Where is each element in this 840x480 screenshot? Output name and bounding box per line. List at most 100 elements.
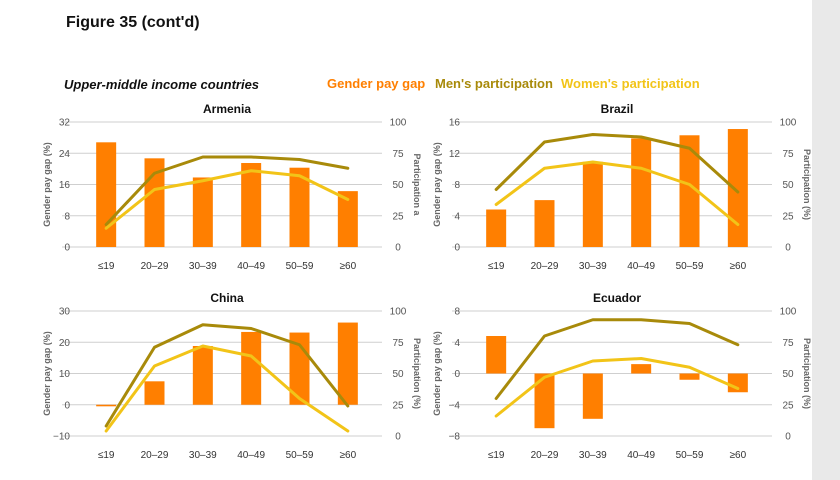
chart-china-men-line [104,323,350,428]
chart-brazil-bar-1 [534,200,555,247]
chart-brazil-category-label: 50–59 [676,261,704,272]
chart-china-bar-5 [337,322,358,405]
chart-brazil-title: Brazil [601,102,634,116]
chart-brazil-left-tick: 0 [454,243,460,254]
chart-china-left-tick: 0 [64,400,70,411]
chart-ecuador-category-label: ≤19 [488,450,505,461]
scroll-gutter [812,0,840,480]
chart-china-category-label: ≤19 [98,450,115,461]
chart-ecuador-left-tick: 4 [454,338,460,349]
chart-armenia-bar-2 [192,177,213,247]
chart-armenia-right-tick: 0 [395,243,401,254]
chart-brazil-right-tick: 25 [782,211,794,222]
chart-armenia-category-label: 20–29 [141,261,169,272]
chart-armenia-category-label: 40–49 [237,261,265,272]
chart-brazil-women-line [494,160,740,226]
chart-brazil-bar-3 [631,138,652,247]
chart-armenia-women-line [104,169,350,230]
legend-women-label: Women's participation [561,76,700,91]
legend-women: Women's participation [561,76,700,91]
chart-brazil-left-tick: 4 [454,211,460,222]
chart-china-right-tick: 75 [392,338,404,349]
chart-brazil-right-tick: 0 [785,243,791,254]
chart-china-right-tick: 25 [392,400,404,411]
chart-brazil-right-axis-title: Participation (%) [802,149,812,220]
chart-china-right-axis-title: Participation (%) [412,338,422,409]
chart-brazil-category-label: ≥60 [730,261,747,272]
chart-brazil-right-tick: 100 [780,118,797,129]
chart-ecuador-category-label: ≥60 [730,450,747,461]
chart-china-left-axis-title: Gender pay gap (%) [42,331,52,416]
chart-ecuador-left-tick: 0 [454,369,460,380]
chart-ecuador-women-line [494,357,740,418]
chart-armenia-bar-4 [289,167,310,247]
legend-men-label: Men's participation [435,76,553,91]
chart-armenia-right-tick: 100 [390,118,407,129]
chart-ecuador-left-tick: 8 [454,307,460,318]
chart-brazil-category-label: 40–49 [627,261,655,272]
chart-china-title: China [210,291,244,305]
chart-brazil-left-tick: 8 [454,180,460,191]
chart-ecuador-right-tick: 75 [782,338,794,349]
chart-ecuador-right-tick: 25 [782,400,794,411]
chart-ecuador-bar-3 [631,364,652,374]
chart-ecuador-title: Ecuador [593,291,641,305]
chart-armenia-bar-5 [337,191,358,247]
chart-ecuador-left-tick: −8 [449,432,461,443]
chart-china-bar-1 [144,381,165,405]
chart-china-right-tick: 50 [392,369,404,380]
chart-armenia-left-tick: 8 [64,211,70,222]
chart-armenia-left-tick: 16 [59,180,71,191]
chart-brazil-bar-4 [679,135,700,247]
chart-ecuador-category-label: 50–59 [676,450,704,461]
chart-china-category-label: ≥60 [340,450,357,461]
chart-china-category-label: 20–29 [141,450,169,461]
chart-ecuador-right-tick: 100 [780,307,797,318]
chart-armenia-bar-0 [96,142,117,247]
chart-ecuador-left-tick: −4 [449,400,461,411]
legend-pay-gap-label: Gender pay gap [327,76,426,91]
chart-china-women-line [104,344,350,433]
legend-pay-gap: Gender pay gap [327,76,425,91]
chart-armenia-men-line [104,155,350,226]
chart-ecuador-left-axis-title: Gender pay gap (%) [432,331,442,416]
chart-china-bar-3 [241,331,262,405]
chart-ecuador-right-tick: 50 [782,369,794,380]
section-title: Upper-middle income countries [64,77,260,92]
chart-brazil-category-label: ≤19 [488,261,505,272]
chart-brazil-bar-5 [727,129,748,247]
chart-armenia-category-label: 50–59 [286,261,314,272]
chart-brazil-bar-2 [582,161,603,247]
chart-armenia-right-tick: 50 [392,180,404,191]
legend-men: Men's participation [435,76,553,91]
chart-armenia-left-tick: 32 [59,118,71,129]
chart-brazil-category-label: 20–29 [531,261,559,272]
chart-ecuador-bar-2 [582,373,603,419]
chart-brazil-left-tick: 16 [449,118,461,129]
chart-china-left-tick: 30 [59,307,71,318]
chart-armenia-category-label: ≥60 [340,261,357,272]
chart-armenia-right-tick: 75 [392,149,404,160]
chart-ecuador-category-label: 40–49 [627,450,655,461]
chart-armenia-title: Armenia [203,102,251,116]
chart-china-category-label: 50–59 [286,450,314,461]
chart-brazil-left-tick: 12 [449,149,461,160]
chart-armenia-bar-3 [241,163,262,247]
chart-china-bar-0 [96,404,117,407]
chart-china-category-label: 30–39 [189,450,217,461]
chart-brazil-right-tick: 75 [782,149,794,160]
chart-ecuador-bar-0 [486,336,507,374]
chart-ecuador-bar-1 [534,373,555,429]
chart-armenia-category-label: ≤19 [98,261,115,272]
chart-brazil-men-line [494,133,740,194]
figure-title: Figure 35 (cont'd) [66,14,200,31]
page-frame [0,0,812,480]
chart-brazil-bar-0 [486,209,507,247]
chart-armenia-left-tick: 24 [59,149,71,160]
chart-china-right-tick: 100 [390,307,407,318]
chart-ecuador-right-tick: 0 [785,432,791,443]
chart-china-left-tick: 10 [59,369,71,380]
chart-armenia-right-tick: 25 [392,211,404,222]
chart-brazil-category-label: 30–39 [579,261,607,272]
